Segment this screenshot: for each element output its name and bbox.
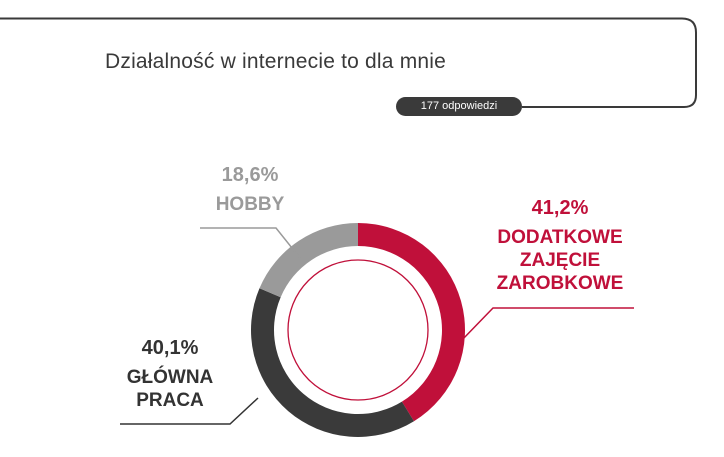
label-hobby: 18,6% HOBBY <box>190 164 310 216</box>
label-extra-line-1: DODATKOWE <box>497 227 623 248</box>
leader-line-extra <box>461 307 634 341</box>
slice-main-job <box>251 288 414 438</box>
chart-title: Działalność w internecie to dla mnie <box>105 50 447 73</box>
label-main-line-1: GŁÓWNA <box>126 367 214 388</box>
label-main-line-2: PRACA <box>136 390 204 411</box>
label-main-job: 40,1% GŁÓWNA PRACA <box>115 337 225 412</box>
leader-line-main <box>120 397 259 425</box>
inner-ring <box>287 259 429 401</box>
pct-extra-income: 41,2% <box>531 197 589 219</box>
label-extra-line-3: ZAROBKOWE <box>496 273 624 294</box>
pct-main-job: 40,1% <box>141 337 199 359</box>
leader-line-hobby <box>200 227 301 259</box>
pct-hobby: 18,6% <box>221 164 279 186</box>
label-hobby-line-1: HOBBY <box>215 194 285 215</box>
responses-badge: 177 odpowiedzi <box>396 97 522 116</box>
slice-hobby <box>259 223 358 298</box>
slice-extra-income <box>358 223 465 422</box>
label-extra-line-2: ZAJĘCIE <box>519 250 601 271</box>
label-extra-income: 41,2% DODATKOWE ZAJĘCIE ZAROBKOWE <box>480 197 640 295</box>
